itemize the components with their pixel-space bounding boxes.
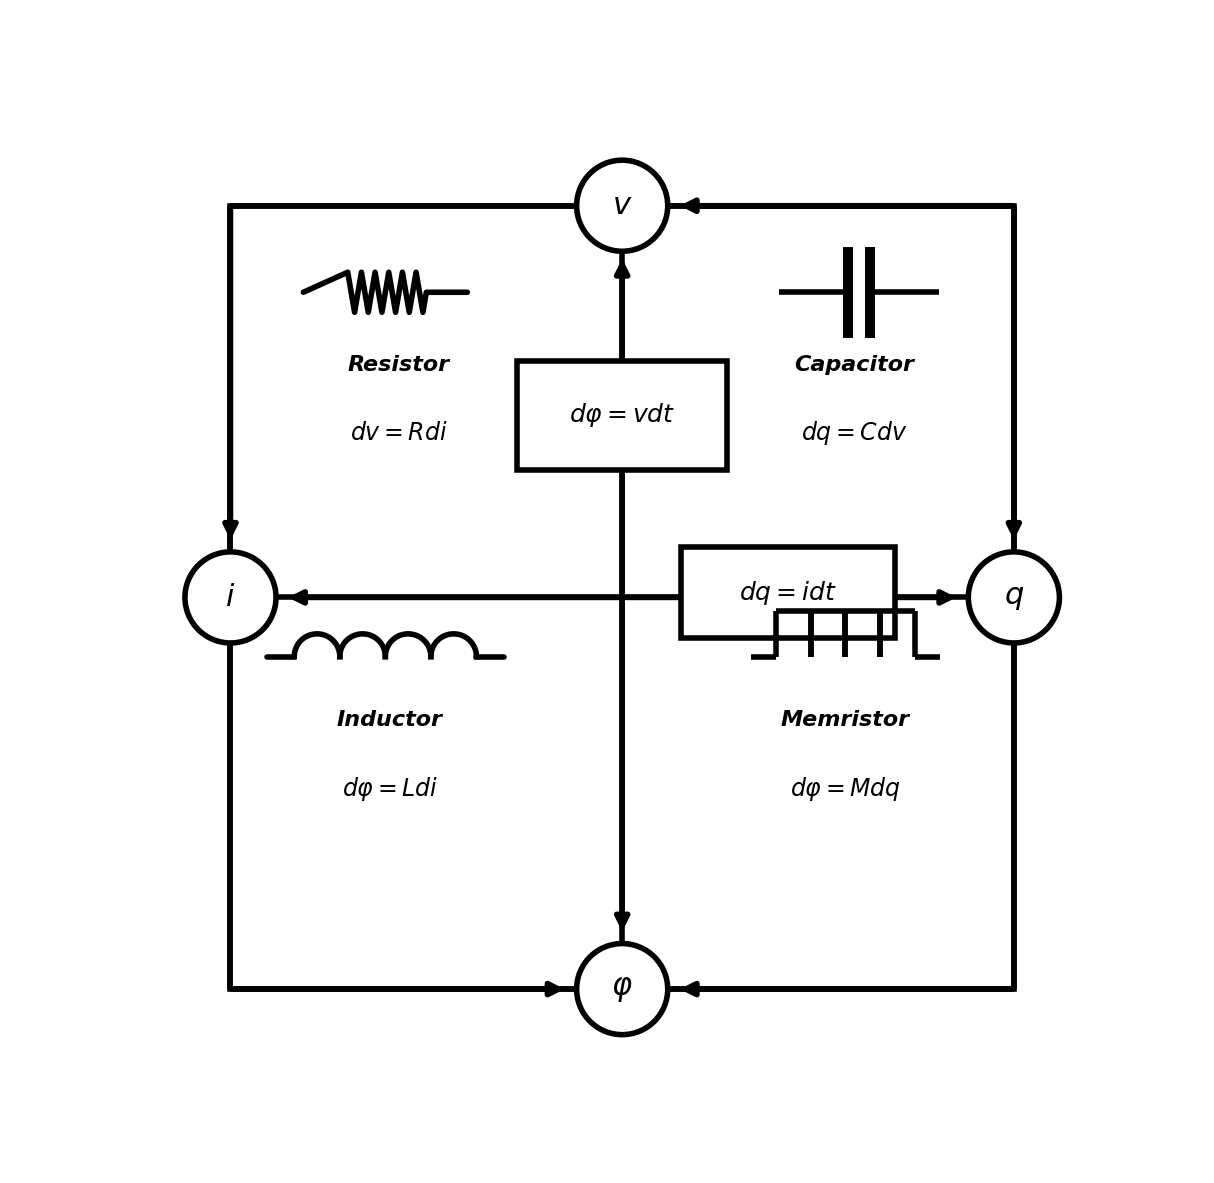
Text: $dv = Rdi$: $dv = Rdi$	[350, 421, 448, 446]
Bar	[681, 548, 896, 639]
Circle shape	[577, 160, 668, 251]
Text: $q$: $q$	[1004, 583, 1023, 612]
Text: Inductor: Inductor	[337, 710, 443, 730]
Circle shape	[969, 551, 1060, 642]
Text: $d\varphi = vdt$: $d\varphi = vdt$	[569, 401, 675, 429]
Text: $d\varphi = Ldi$: $d\varphi = Ldi$	[342, 775, 438, 803]
Text: Memristor: Memristor	[781, 710, 910, 730]
Text: Resistor: Resistor	[348, 355, 450, 375]
Bar	[517, 361, 727, 470]
Text: $\varphi$: $\varphi$	[612, 975, 632, 1003]
Text: Capacitor: Capacitor	[794, 355, 914, 375]
Text: $dq = Cdv$: $dq = Cdv$	[801, 420, 908, 447]
Circle shape	[185, 551, 276, 642]
Circle shape	[577, 944, 668, 1035]
Text: $dq = idt$: $dq = idt$	[739, 578, 836, 607]
Bar	[231, 206, 1014, 989]
Text: $v$: $v$	[612, 192, 632, 220]
Text: $d\varphi = Mdq$: $d\varphi = Mdq$	[790, 775, 901, 803]
Text: $i$: $i$	[226, 583, 236, 612]
